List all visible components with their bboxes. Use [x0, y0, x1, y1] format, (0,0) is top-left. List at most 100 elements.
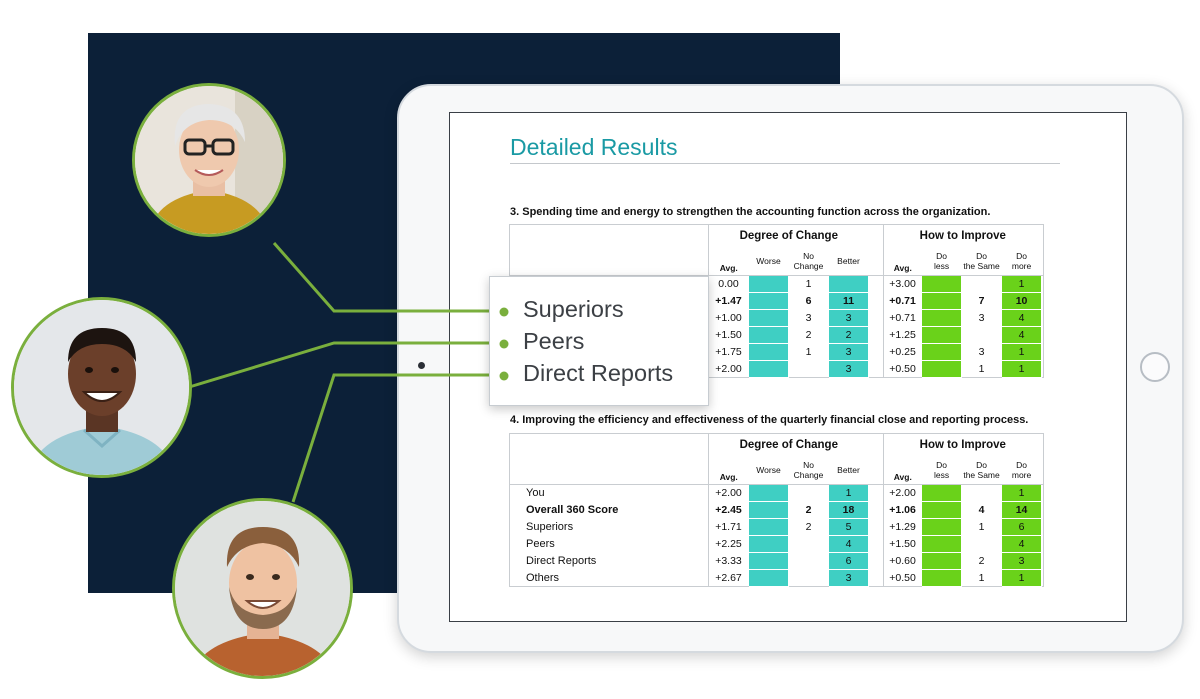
row-label: Others: [509, 569, 709, 587]
do-more-cell: 10: [1001, 292, 1043, 310]
avg-cell: 0.00: [718, 278, 739, 291]
worse-bar-cell: [748, 501, 789, 519]
row-edge: [1041, 569, 1045, 587]
avg-cell: +3.33: [715, 555, 742, 567]
row-edge: [1041, 326, 1045, 344]
document-title: Detailed Results: [510, 134, 678, 160]
question-3-heading: 3. Spending time and energy to strengthe…: [510, 206, 991, 218]
improve-avg-cell: +0.25: [889, 346, 916, 358]
worse-bar-cell: [748, 326, 789, 344]
header-gap: [868, 224, 885, 246]
improve-avg-column-header: Avg.: [883, 246, 922, 276]
no-change-cell: [788, 569, 829, 587]
improve-avg-cell: +0.71: [889, 312, 916, 324]
improve-avg-cell: +3.00: [889, 278, 916, 291]
smiling-man-portrait-icon: [11, 297, 192, 478]
subheader-edge: [1041, 455, 1045, 485]
row-edge: [1041, 292, 1045, 310]
do-the-same-cell: 1: [978, 521, 985, 533]
section-gap: [868, 518, 885, 536]
connector-direct-reports: [291, 373, 503, 503]
row-edge: [1041, 484, 1045, 502]
do-the-same-column-header: Do the Same: [961, 455, 1002, 485]
improve-avg-cell: +0.71: [889, 295, 916, 307]
improve-avg-cell: +0.50: [883, 360, 922, 378]
table-row: Overall 360 Score +2.45 2 18 +1.06 4 14: [509, 501, 1045, 519]
improve-avg-cell: +0.50: [883, 569, 922, 587]
row-label: Superiors: [509, 518, 709, 536]
group-header-row: Degree of Change How to Improve: [509, 224, 1045, 246]
row-edge: [1041, 309, 1045, 327]
do-more-cell: 6: [1001, 518, 1043, 536]
improve-avg-cell: +2.00: [889, 487, 916, 500]
do-less-bar-cell: [921, 275, 963, 293]
worse-bar-cell: [748, 518, 789, 536]
subheader-gap: [868, 246, 885, 276]
no-change-cell: 1: [805, 278, 812, 291]
section-gap: [868, 292, 885, 310]
row-label: Peers: [509, 535, 709, 553]
no-change-cell: [788, 360, 829, 378]
results-table-q4: Degree of Change How to Improve Avg. Worse N…: [509, 433, 1045, 587]
section-gap: [868, 535, 885, 553]
row-edge: [1041, 518, 1045, 536]
bullet-direct-reports: [499, 371, 509, 381]
section-gap: [868, 360, 885, 378]
table-row: Peers +2.25 4 +1.50 4: [509, 535, 1045, 553]
table-row: Others +2.67 3 +0.50 1 1: [509, 569, 1045, 587]
avg-column-header: Avg.: [708, 455, 749, 485]
woman-with-glasses-portrait-icon: [132, 83, 286, 237]
avg-cell: +1.00: [715, 312, 742, 324]
connector-superiors: [272, 242, 503, 313]
do-the-same-cell: 1: [961, 360, 1002, 378]
worse-bar-cell: [748, 360, 789, 378]
do-more-column-header: Do more: [1001, 455, 1042, 485]
row-edge: [1041, 535, 1045, 553]
degree-of-change-header: Degree of Change: [708, 433, 869, 455]
label-column-header: [509, 224, 709, 246]
do-less-bar-cell: [921, 535, 963, 553]
improve-avg-cell: +1.29: [889, 521, 916, 533]
tablet-home-button[interactable]: [1140, 352, 1170, 382]
section-gap: [868, 569, 885, 587]
avg-cell: +2.00: [715, 487, 742, 500]
label-subheader: [509, 246, 709, 276]
worse-bar-cell: [748, 569, 789, 587]
better-cell: [827, 275, 870, 293]
section-gap: [868, 309, 885, 327]
group-header-row: Degree of Change How to Improve: [509, 433, 1045, 455]
subheader-gap: [868, 455, 885, 485]
row-edge: [1041, 275, 1045, 293]
no-change-cell: 2: [805, 521, 812, 533]
callout-item-superiors[interactable]: Superiors: [523, 296, 624, 322]
do-less-bar-cell: [921, 501, 963, 519]
worse-column-header: Worse: [748, 455, 789, 485]
worse-bar-cell: [748, 343, 789, 361]
table-row: +1.00 3 3 +0.71 3 4: [509, 309, 1045, 327]
better-cell: 3: [827, 360, 870, 378]
callout-item-direct-reports[interactable]: Direct Reports: [523, 360, 674, 386]
do-less-bar-cell: [921, 309, 963, 327]
do-the-same-cell: 3: [978, 346, 985, 358]
avg-cell: +1.50: [715, 329, 742, 341]
better-cell: 5: [827, 518, 870, 536]
worse-bar-cell: [748, 275, 789, 293]
section-gap: [868, 326, 885, 344]
callout-item-peers[interactable]: Peers: [523, 328, 585, 354]
no-change-cell: 2: [805, 504, 812, 516]
no-change-column-header: No Change: [788, 246, 829, 276]
subheader-edge: [1041, 246, 1045, 276]
row-label: Direct Reports: [509, 552, 709, 570]
do-more-cell: 3: [1001, 552, 1043, 570]
section-gap: [868, 552, 885, 570]
how-to-improve-header: How to Improve: [883, 224, 1042, 246]
worse-bar-cell: [748, 535, 789, 553]
improve-avg-column-header: Avg.: [883, 455, 922, 485]
how-to-improve-header: How to Improve: [883, 433, 1042, 455]
do-the-same-cell: 7: [978, 295, 985, 307]
no-change-cell: 1: [805, 346, 812, 358]
do-less-bar-cell: [921, 569, 963, 587]
improve-avg-cell: +1.25: [889, 329, 916, 341]
section-gap: [868, 484, 885, 502]
